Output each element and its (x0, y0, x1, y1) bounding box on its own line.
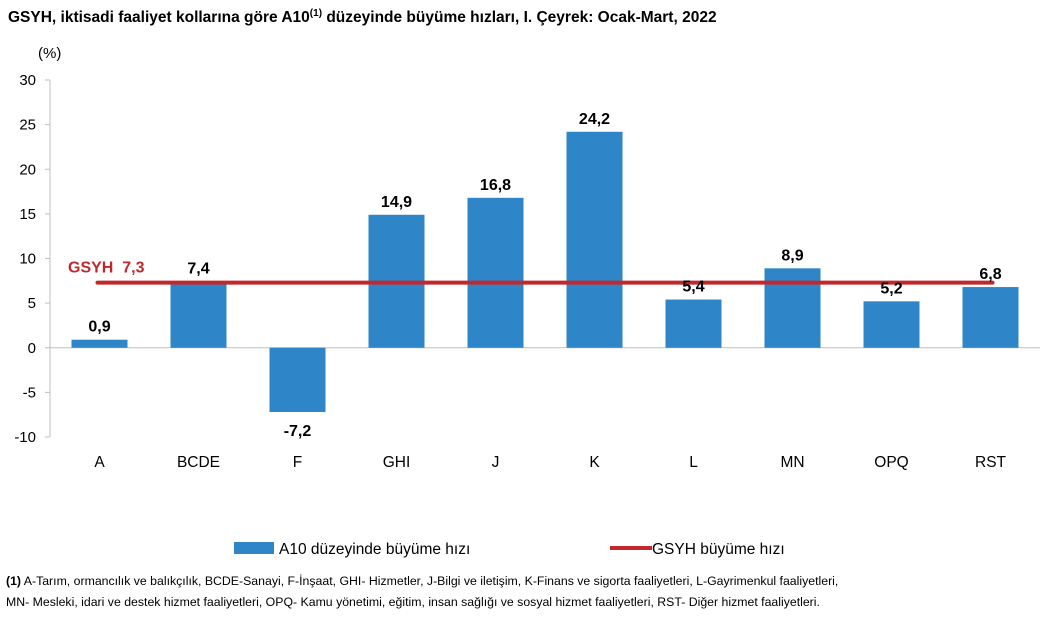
data-label-opq: 5,2 (880, 280, 902, 297)
x-tick-label-f: F (293, 454, 302, 471)
bar-a (71, 339, 128, 348)
legend: A10 düzeyinde büyüme hızı GSYH büyüme hız… (234, 541, 785, 558)
bar-k (566, 131, 623, 348)
x-tick-label-j: J (492, 454, 500, 471)
bar-opq (863, 301, 920, 348)
data-label-bcde: 7,4 (187, 261, 209, 278)
x-tick-label-a: A (94, 454, 105, 471)
x-tick-label-bcde: BCDE (177, 454, 220, 471)
bar-l (665, 299, 722, 348)
y-tick-label: 20 (19, 161, 36, 178)
data-labels: 0,9 7,4 -7,2 14,9 16,8 24,2 5,4 8,9 5,2 6,8 (88, 111, 1001, 440)
x-tick-label-l: L (689, 454, 698, 471)
bar-rst (962, 287, 1019, 348)
legend-bar-label: A10 düzeyinde büyüme hızı (279, 541, 470, 558)
y-tick-label: 15 (19, 206, 36, 223)
y-tick-label: 0 (28, 340, 36, 357)
x-tick-label-k: K (589, 454, 600, 471)
data-label-ghi: 14,9 (381, 194, 412, 211)
data-label-l: 5,4 (682, 279, 704, 296)
data-label-mn: 8,9 (781, 247, 803, 264)
legend-line-label: GSYH büyüme hızı (652, 541, 785, 558)
gsyh-annotation: GSYH 7,3 (68, 260, 145, 277)
y-unit-label: (%) (38, 45, 61, 62)
bar-mn (764, 268, 821, 348)
data-label-j: 16,8 (480, 177, 511, 194)
bar-bcde (170, 281, 227, 348)
bar-series (71, 131, 1019, 413)
x-tick-label-ghi: GHI (383, 454, 411, 471)
data-label-a: 0,9 (88, 319, 110, 336)
y-tick-label: -10 (14, 429, 36, 446)
x-tick-label-rst: RST (975, 454, 1007, 471)
y-tick-label: 25 (19, 117, 36, 134)
chart-axes: -10 -5 0 5 10 15 20 25 30(%) A BCDE F GHI J K L MN OPQ RST (14, 45, 1040, 471)
footnote: (1) A-Tarım, ormancılık ve balıkçılık, B… (6, 574, 839, 609)
data-label-f: -7,2 (284, 423, 312, 440)
y-tick-label: 30 (19, 72, 36, 89)
chart-title: GSYH, iktisadi faaliyet kollarına göre A… (8, 8, 717, 27)
data-label-rst: 6,8 (979, 266, 1001, 283)
y-tick-label: 5 (28, 295, 36, 312)
x-tick-label-opq: OPQ (874, 454, 908, 471)
bar-j (467, 197, 524, 348)
y-tick-label: -5 (23, 384, 36, 401)
legend-bar-swatch (234, 542, 274, 554)
x-tick-label-mn: MN (780, 454, 804, 471)
data-label-k: 24,2 (579, 111, 610, 128)
gsyh-line-series: GSYH 7,3 (68, 260, 995, 285)
y-tick-label: 10 (19, 251, 36, 268)
bar-f (269, 347, 326, 413)
